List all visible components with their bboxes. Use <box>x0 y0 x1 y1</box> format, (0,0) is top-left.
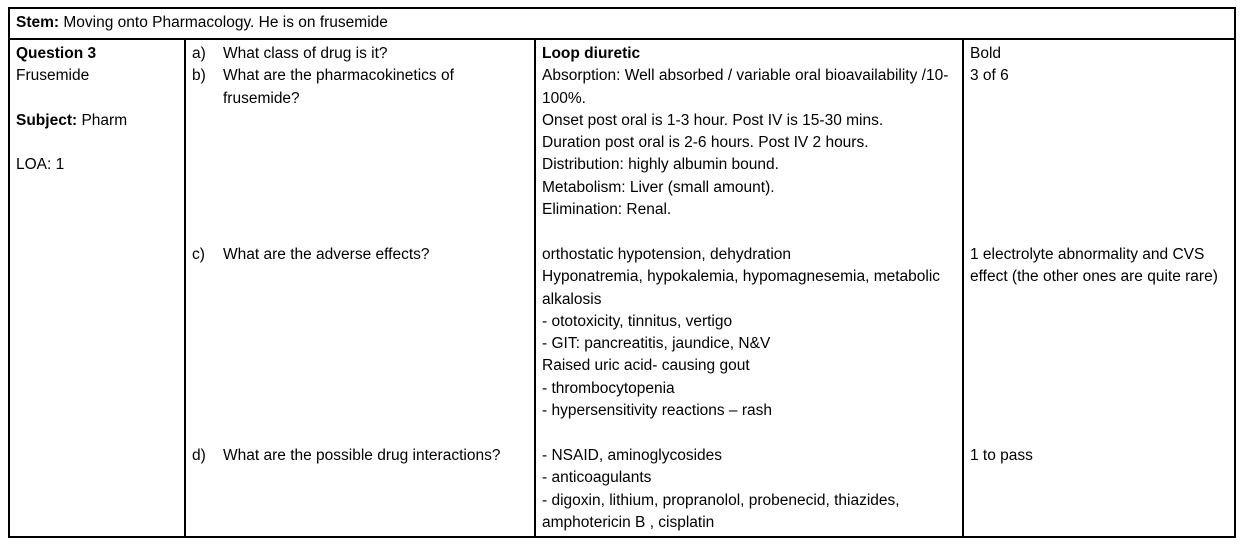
question-item: d) What are the possible drug interactio… <box>192 445 528 467</box>
answers-section-1: Loop diuretic Absorption: Well absorbed … <box>542 43 956 222</box>
question-text: What class of drug is it? <box>223 45 388 62</box>
question-drug: Frusemide <box>16 67 90 85</box>
marks-section-1: Bold 3 of 6 <box>970 43 1228 222</box>
answer-line: Metabolism: Liver (small amount). <box>542 178 775 196</box>
answer-line: - hypersensitivity reactions – rash <box>542 402 773 420</box>
question-text: What are the possible drug interactions? <box>223 447 501 464</box>
marks-line: Bold <box>970 45 1002 62</box>
answer-line: - GIT: pancreatitis, jaundice, N&V <box>542 335 771 353</box>
exam-document: Stem: Moving onto Pharmacology. He is on… <box>7 7 1237 539</box>
stem-cell: Stem: Moving onto Pharmacology. He is on… <box>7 7 1237 40</box>
question-loa: LOA: 1 <box>16 155 65 173</box>
question-text: What are the adverse effects? <box>223 246 430 263</box>
subject-value: Pharm <box>77 111 128 129</box>
answer-line: Hyponatremia, hypokalemia, hypomagnesemi… <box>542 268 941 308</box>
stem-row: Stem: Moving onto Pharmacology. He is on… <box>7 7 1237 40</box>
answer-line: - ototoxicity, tinnitus, vertigo <box>542 312 733 330</box>
question-row: Question 3 Frusemide Subject: Pharm LOA:… <box>8 37 1237 539</box>
answer-line: - digoxin, lithium, propranolol, probene… <box>542 491 900 531</box>
marks-line: 1 electrolyte abnormality and CVS effect… <box>970 246 1218 286</box>
answer-line: - anticoagulants <box>542 469 652 487</box>
answer-line: - NSAID, aminoglycosides <box>542 447 723 464</box>
answer-line: Raised uric acid- causing gout <box>542 357 750 375</box>
answer-line: Absorption: Well absorbed / variable ora… <box>542 67 949 107</box>
answers-section-2: orthostatic hypotension, dehydration Hyp… <box>542 244 956 423</box>
questions-section-2: c) What are the adverse effects? <box>192 244 528 423</box>
questions-section-3: d) What are the possible drug interactio… <box>192 445 528 467</box>
answer-line: Duration post oral is 2-6 hours. Post IV… <box>542 134 869 152</box>
answer-line: Elimination: Renal. <box>542 201 672 219</box>
answer-line: Onset post oral is 1-3 hour. Post IV is … <box>542 111 884 129</box>
marks-line: 3 of 6 <box>970 67 1009 85</box>
question-text: What are the pharmacokinetics of frusemi… <box>223 67 454 107</box>
question-letter: d) <box>192 447 206 464</box>
stem-label: Stem: <box>16 14 60 31</box>
question-item: c) What are the adverse effects? <box>192 244 528 266</box>
question-letter: b) <box>192 67 206 85</box>
questions-section-1: a) What class of drug is it? b) What are… <box>192 43 528 222</box>
marks-cell: Bold 3 of 6 1 electrolyte abnormality an… <box>961 37 1237 539</box>
answer-line: Distribution: highly albumin bound. <box>542 156 779 174</box>
answers-section-3: - NSAID, aminoglycosides - anticoagulant… <box>542 445 956 534</box>
question-item: a) What class of drug is it? <box>192 43 528 65</box>
marks-section-3: 1 to pass <box>970 445 1228 467</box>
subject-label: Subject: <box>16 111 78 129</box>
marks-line: 1 to pass <box>970 447 1033 464</box>
stem-text: Moving onto Pharmacology. He is on fruse… <box>59 14 388 31</box>
question-info-cell: Question 3 Frusemide Subject: Pharm LOA:… <box>8 37 186 539</box>
answer-line: orthostatic hypotension, dehydration <box>542 246 792 263</box>
answer-line: - thrombocytopenia <box>542 379 675 397</box>
marks-section-2: 1 electrolyte abnormality and CVS effect… <box>970 244 1228 423</box>
questions-cell: a) What class of drug is it? b) What are… <box>184 37 536 539</box>
question-subject: Subject: Pharm <box>16 110 178 132</box>
question-letter: c) <box>192 246 205 263</box>
answers-cell: Loop diuretic Absorption: Well absorbed … <box>534 37 964 539</box>
exam-table: Stem: Moving onto Pharmacology. He is on… <box>7 7 1237 539</box>
question-title: Question 3 <box>16 45 97 62</box>
answer-title: Loop diuretic <box>542 45 641 62</box>
question-letter: a) <box>192 45 206 62</box>
question-item: b) What are the pharmacokinetics of frus… <box>192 65 528 110</box>
